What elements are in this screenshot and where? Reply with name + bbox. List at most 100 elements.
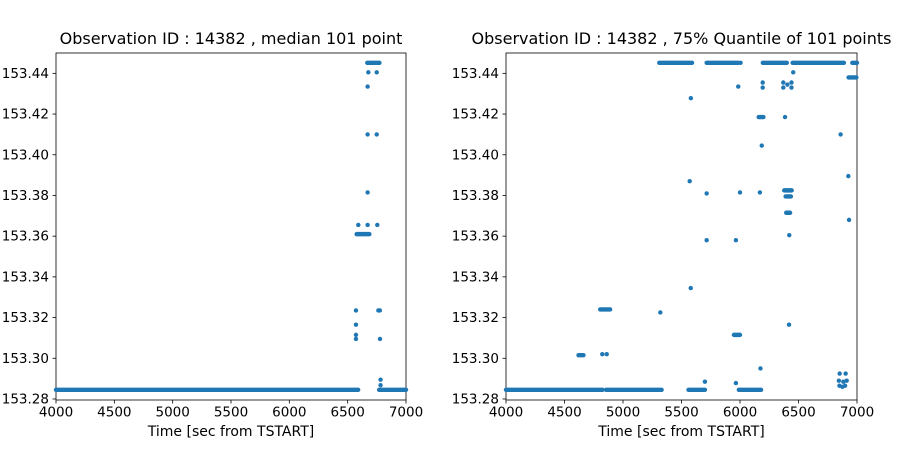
data-run [760,60,789,65]
x-tick-label: 6500 [781,405,815,421]
y-tick-label: 153.28 [452,391,499,407]
left-plot-xlabel: Time [sec from TSTART] [147,424,315,440]
data-run [704,60,741,65]
data-point [600,352,605,357]
data-point [378,377,383,382]
data-point [838,132,843,137]
data-run [790,60,847,65]
data-point [781,80,786,85]
y-tick-label: 153.40 [452,147,499,163]
data-run [53,387,361,393]
data-run [686,387,708,393]
data-run [576,353,586,358]
y-tick-label: 153.36 [2,229,49,245]
data-run [782,188,794,193]
data-point [377,308,383,313]
data-point [846,173,851,179]
data-run [783,194,794,199]
data-point [733,238,739,243]
y-tick-label: 153.34 [2,269,49,285]
data-point [604,352,609,357]
x-tick-label: 4500 [547,405,581,421]
x-tick-label: 6000 [272,405,306,421]
data-point [785,82,790,87]
y-tick-label: 153.30 [2,351,49,367]
data-point [841,379,846,384]
data-point [737,190,743,195]
y-tick-label: 153.42 [452,107,499,123]
data-point [787,232,792,238]
y-tick-label: 153.36 [452,229,499,245]
data-point [687,179,692,184]
data-run [846,75,859,80]
right-plot-title: Observation ID : 14382 , 75% Quantile of… [471,29,892,48]
data-point [782,114,788,120]
data-point [353,332,359,338]
data-run [365,60,382,65]
data-point [789,80,794,85]
y-tick-label: 153.40 [2,147,49,163]
y-tick-label: 153.34 [452,269,499,285]
x-tick-label: 4000 [39,405,73,421]
y-tick-label: 153.30 [452,351,499,367]
data-run [736,387,764,393]
data-point [704,191,709,196]
data-point [688,95,694,101]
data-run [603,387,664,393]
axes-frame [55,52,407,401]
data-point [365,222,370,228]
data-point [842,383,848,388]
y-tick-label: 153.42 [2,107,49,123]
data-point [843,371,848,376]
data-point [353,336,359,342]
y-tick-label: 153.44 [452,66,499,82]
data-run [850,60,860,65]
data-run [354,231,372,237]
x-tick-label: 4000 [489,405,523,421]
data-point [353,322,359,327]
x-tick-label: 7000 [389,405,423,421]
right-plot-xlabel: Time [sec from TSTART] [598,424,765,440]
data-point [378,382,383,388]
y-tick-label: 153.38 [2,188,49,204]
x-tick-label: 7000 [840,405,874,421]
data-point [704,238,709,243]
y-tick-label: 153.32 [2,310,49,326]
data-run [597,307,613,312]
data-point [366,70,371,75]
data-point [781,85,786,90]
data-point [846,217,852,223]
data-point [786,322,792,327]
x-tick-label: 4500 [97,405,131,421]
x-tick-label: 5500 [664,405,698,421]
data-point [702,379,708,384]
data-point [377,336,383,342]
data-point [791,70,796,75]
data-point [758,366,763,371]
x-tick-label: 6500 [330,405,364,421]
data-point [365,132,370,137]
data-point [837,371,842,376]
data-run [784,210,793,215]
data-point [789,85,794,90]
y-tick-label: 153.28 [2,391,49,407]
data-point [365,190,370,195]
data-run [503,387,605,393]
data-point [353,308,359,313]
data-point [374,70,379,75]
y-tick-label: 153.44 [2,66,49,82]
data-point [733,380,739,386]
data-point [738,60,743,65]
x-tick-label: 5000 [606,405,640,421]
y-tick-label: 153.32 [452,310,499,326]
data-point [760,80,765,85]
data-point [365,84,370,89]
data-run [376,387,409,393]
data-run [657,60,695,65]
data-point [736,84,741,89]
data-point [757,190,763,195]
data-run [731,332,743,338]
data-point [375,222,380,228]
